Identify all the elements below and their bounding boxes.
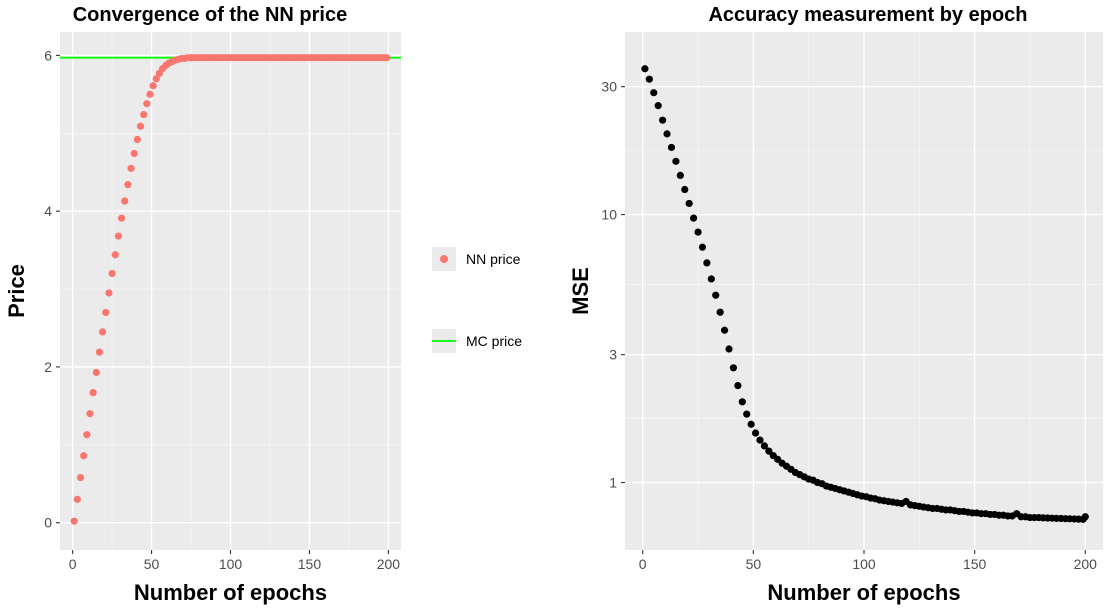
y-tick-label: 0 [44,515,52,531]
nn-price-point [124,181,132,189]
mse-point [650,89,658,97]
x-axis-title: Number of epochs [767,580,960,605]
mse-point [720,326,729,334]
y-tick-label: 30 [601,79,617,95]
legend: NN price MC price [432,247,522,353]
nn-price-point [105,289,113,297]
y-axis-title: MSE [568,267,593,315]
chart-title: Convergence of the NN price [73,4,348,26]
mse-point [676,171,684,179]
nn-price-point [76,473,85,482]
x-tick-label: 50 [144,556,160,572]
nn-price-point [86,410,94,418]
mse-point [703,259,711,267]
mse-point [707,275,715,283]
mse-point [667,143,676,152]
mse-point [685,199,693,208]
x-tick-label: 150 [963,556,987,572]
nn-price-point [114,232,123,240]
mse-point [738,398,746,406]
nn-price-point [102,308,110,317]
nn-price-point [140,110,148,119]
nn-price-point [121,197,129,205]
mse-point [760,442,769,450]
mse-point [751,429,760,437]
mse-point [765,447,773,455]
chart-title: Accuracy measurement by epoch [708,4,1027,26]
mse-point [716,308,724,316]
mse-point [645,75,653,83]
mse-point [712,291,720,299]
mse-point [1081,513,1089,521]
nn-price-point [108,269,116,278]
mse-point [747,420,755,428]
legend-key-nn-price [440,255,448,263]
y-axis-title: Price [4,264,29,318]
y-tick-label: 1 [609,475,617,491]
mse-point [694,228,702,236]
nn-price-point [89,389,97,397]
mse-point [698,243,707,251]
y-tick-label: 2 [44,359,52,375]
accuracy-chart-panel: 0 50 100 150 200 1 3 10 30 Accuracy measurement b… [568,4,1103,605]
x-tick-label: 0 [69,556,77,572]
mse-point [690,214,698,222]
nn-price-point [83,431,91,439]
nn-price-point [127,164,135,172]
mse-point [659,116,667,124]
nn-price-point [111,251,119,259]
nn-price-point [146,90,154,98]
mse-point [756,436,764,444]
x-tick-label: 100 [852,556,876,572]
x-tick-label: 50 [746,556,762,572]
legend-label: MC price [466,333,522,349]
nn-price-point [80,452,88,460]
y-tick-label: 6 [44,47,52,63]
mse-point [654,102,662,110]
mse-point [663,130,671,138]
x-tick-label: 200 [1074,556,1098,572]
nn-price-point [117,214,126,222]
nn-price-point [383,54,391,62]
nn-price-point [73,495,81,503]
mse-point [729,364,738,372]
nn-price-point [152,75,160,83]
nn-price-point [70,517,78,525]
nn-price-point [99,328,107,336]
mse-point [641,65,649,73]
nn-price-point [95,348,104,356]
nn-price-point [149,82,157,90]
x-tick-label: 150 [298,556,322,572]
y-tick-label: 10 [601,207,617,223]
y-tick-label: 4 [44,203,52,219]
y-tick-label: 3 [609,347,617,363]
x-tick-label: 100 [219,556,243,572]
nn-price-point [143,100,151,108]
x-axis-title: Number of epochs [134,580,327,605]
nn-price-point [136,122,145,130]
mse-point [743,410,751,418]
nn-price-point [92,368,100,376]
nn-price-point [130,149,138,158]
convergence-chart-panel: 0 50 100 150 200 0 2 4 6 Convergence of the NN pr… [4,4,401,605]
mse-point [672,157,680,165]
x-tick-label: 0 [639,556,647,572]
mse-point [725,345,733,353]
nn-price-point [133,135,141,144]
mse-point [734,381,742,390]
legend-label: NN price [466,251,521,267]
x-tick-label: 200 [377,556,401,572]
mse-point [681,185,689,194]
